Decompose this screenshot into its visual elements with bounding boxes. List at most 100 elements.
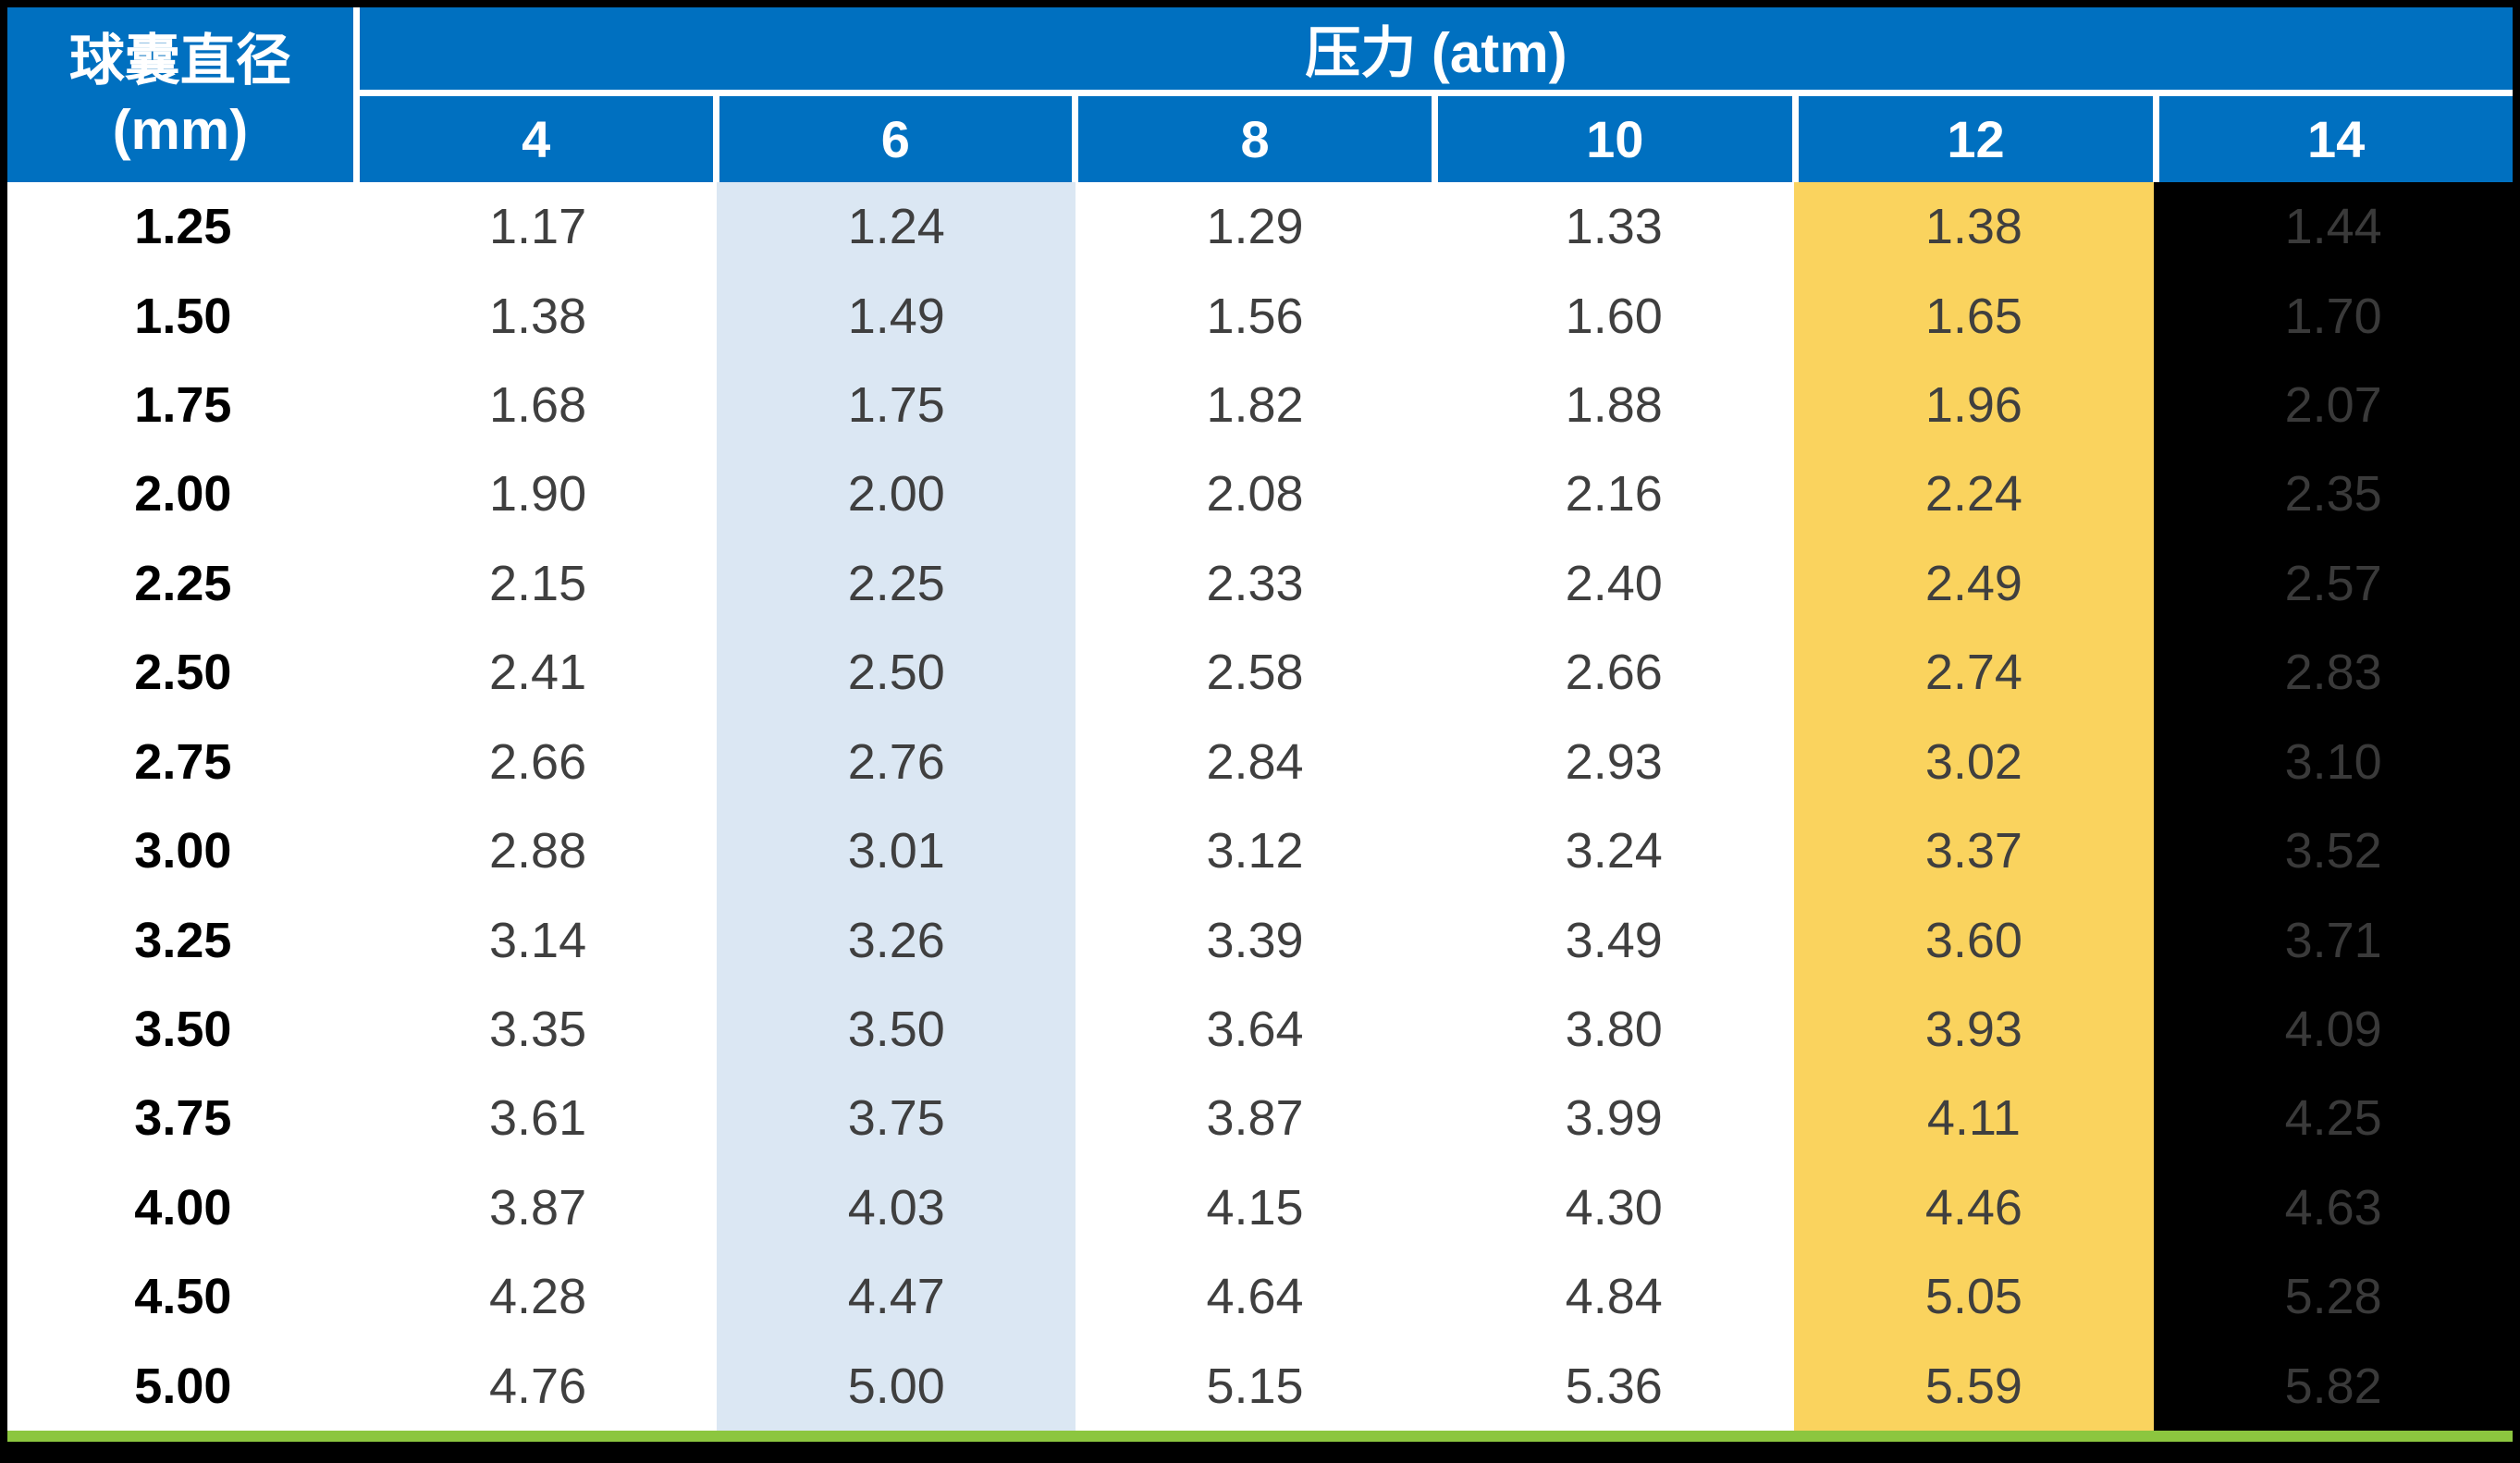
pressure-value-cell: 2.25: [717, 538, 1076, 629]
pressure-value-cell: 2.66: [1433, 628, 1794, 718]
table-header: 球囊直径 (mm) 压力 (atm) 4 6 8 10 12 14: [7, 7, 2513, 182]
diameter-cell: 4.00: [7, 1162, 359, 1253]
pressure-value-cell: 3.01: [717, 806, 1076, 896]
pressure-value-cell: 2.57: [2154, 538, 2513, 629]
diameter-header-line1: 球囊直径: [68, 29, 291, 92]
pressure-column-header-10: 10: [1437, 96, 1792, 182]
pressure-value-cell: 5.28: [2154, 1252, 2513, 1342]
pressure-value-cell: 3.14: [358, 895, 718, 985]
diameter-column-header: 球囊直径 (mm): [7, 7, 353, 182]
diameter-cell: 4.50: [7, 1252, 359, 1342]
pressure-value-cell: 3.24: [1433, 806, 1794, 896]
pressure-value-cell: 4.64: [1076, 1252, 1434, 1342]
pressure-value-cell: 1.68: [358, 360, 718, 450]
pressure-value-cell: 1.88: [1433, 360, 1794, 450]
pressure-value-cell: 2.84: [1076, 717, 1434, 806]
pressure-value-cell: 2.00: [717, 449, 1076, 539]
pressure-value-cell: 4.15: [1076, 1162, 1434, 1253]
pressure-value-cell: 1.90: [358, 449, 718, 539]
pressure-value-cell: 4.63: [2154, 1162, 2513, 1253]
pressure-value-cell: 3.10: [2154, 717, 2513, 806]
diameter-cell: 3.25: [7, 895, 359, 985]
diameter-cell: 5.00: [7, 1341, 359, 1431]
pressure-column-header-12: 12: [1798, 96, 2154, 182]
pressure-value-cell: 4.84: [1433, 1252, 1794, 1342]
pressure-value-cell: 3.52: [2154, 806, 2513, 896]
pressure-value-cell: 2.49: [1793, 538, 2155, 629]
pressure-value-cell: 3.64: [1076, 984, 1434, 1075]
pressure-value-cell: 4.09: [2154, 984, 2513, 1075]
pressure-column-header-6: 6: [719, 96, 1073, 182]
pressure-value-cell: 4.11: [1793, 1074, 2155, 1163]
pressure-value-cell: 2.50: [717, 628, 1076, 718]
pressure-value-cell: 1.60: [1433, 271, 1794, 361]
pressure-value-cell: 2.74: [1793, 628, 2155, 718]
pressure-value-cell: 2.24: [1793, 449, 2155, 539]
diameter-cell: 2.00: [7, 449, 359, 539]
pressure-value-cell: 1.29: [1076, 182, 1434, 272]
pressure-value-cell: 3.39: [1076, 895, 1434, 985]
diameter-cell: 2.50: [7, 628, 359, 718]
diameter-cell: 1.50: [7, 271, 359, 361]
pressure-value-cell: 2.41: [358, 628, 718, 718]
pressure-value-cell: 4.76: [358, 1341, 718, 1431]
footer-green-bar: [7, 1431, 2513, 1442]
pressure-value-cell: 1.17: [358, 182, 718, 272]
pressure-value-cell: 3.37: [1793, 806, 2155, 896]
diameter-cell: 3.00: [7, 806, 359, 896]
diameter-cell: 2.75: [7, 717, 359, 806]
table-body: 1.25 1.17 1.24 1.29 1.33 1.38 1.44 1.50 1.38 1.49…: [7, 182, 2513, 1431]
pressure-value-cell: 3.61: [358, 1074, 718, 1163]
pressure-value-cell: 3.87: [1076, 1074, 1434, 1163]
pressure-value-cell: 1.56: [1076, 271, 1434, 361]
pressure-value-cell: 3.49: [1433, 895, 1794, 985]
pressure-value-cell: 2.16: [1433, 449, 1794, 539]
diameter-cell: 2.25: [7, 538, 359, 629]
pressure-column-header-8: 8: [1078, 96, 1432, 182]
pressure-value-cell: 2.93: [1433, 717, 1794, 806]
pressure-value-cell: 3.60: [1793, 895, 2155, 985]
pressure-value-cell: 1.44: [2154, 182, 2513, 272]
pressure-value-cell: 3.35: [358, 984, 718, 1075]
pressure-value-cell: 1.38: [1793, 182, 2155, 272]
pressure-value-cell: 1.65: [1793, 271, 2155, 361]
pressure-value-cell: 1.96: [1793, 360, 2155, 450]
pressure-value-cell: 3.93: [1793, 984, 2155, 1075]
pressure-value-cell: 1.38: [358, 271, 718, 361]
pressure-value-cell: 1.82: [1076, 360, 1434, 450]
pressure-value-cell: 3.26: [717, 895, 1076, 985]
pressure-value-cell: 3.87: [358, 1162, 718, 1253]
diameter-cell: 3.50: [7, 984, 359, 1075]
diameter-cell: 1.25: [7, 182, 359, 272]
pressure-value-cell: 2.33: [1076, 538, 1434, 629]
pressure-value-cell: 3.50: [717, 984, 1076, 1075]
compliance-table: 球囊直径 (mm) 压力 (atm) 4 6 8 10 12 14 1.25 1.…: [7, 7, 2513, 1442]
pressure-value-cell: 5.59: [1793, 1341, 2155, 1431]
pressure-value-cell: 2.15: [358, 538, 718, 629]
diameter-header-line2: (mm): [112, 98, 249, 161]
diameter-cell: 1.75: [7, 360, 359, 450]
pressure-value-cell: 2.66: [358, 717, 718, 806]
pressure-value-cell: 2.83: [2154, 628, 2513, 718]
pressure-value-cell: 2.07: [2154, 360, 2513, 450]
pressure-value-cell: 1.33: [1433, 182, 1794, 272]
pressure-value-cell: 4.28: [358, 1252, 718, 1342]
pressure-value-cell: 2.35: [2154, 449, 2513, 539]
pressure-value-cell: 1.70: [2154, 271, 2513, 361]
pressure-value-cell: 3.71: [2154, 895, 2513, 985]
pressure-value-cell: 4.25: [2154, 1074, 2513, 1163]
pressure-value-cell: 1.24: [717, 182, 1076, 272]
pressure-value-cell: 4.47: [717, 1252, 1076, 1342]
pressure-value-cell: 5.00: [717, 1341, 1076, 1431]
pressure-value-cell: 2.88: [358, 806, 718, 896]
pressure-column-header-4: 4: [359, 96, 713, 182]
pressure-value-cell: 1.75: [717, 360, 1076, 450]
pressure-value-cell: 2.58: [1076, 628, 1434, 718]
diameter-cell: 3.75: [7, 1074, 359, 1163]
pressure-column-header-14: 14: [2159, 96, 2513, 182]
pressure-value-cell: 4.46: [1793, 1162, 2155, 1253]
pressure-value-cell: 3.80: [1433, 984, 1794, 1075]
pressure-value-cell: 5.15: [1076, 1341, 1434, 1431]
pressure-value-cell: 2.40: [1433, 538, 1794, 629]
